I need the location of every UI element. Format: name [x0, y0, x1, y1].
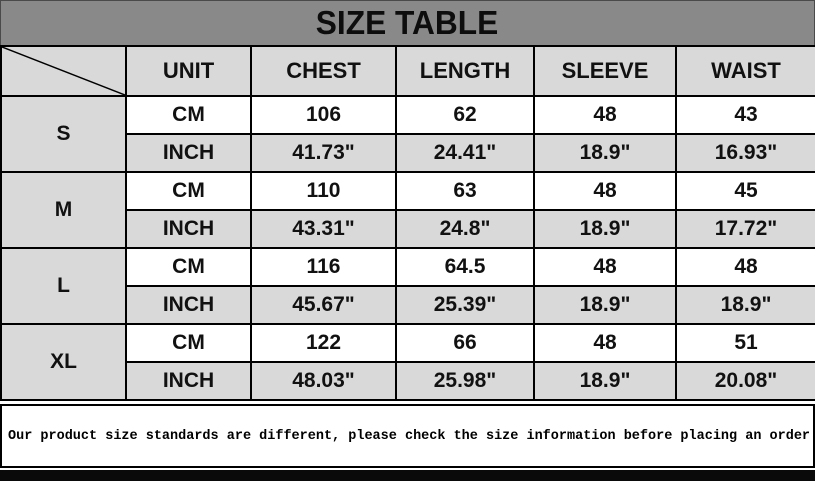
- size-table-title-bar: SIZE TABLE: [0, 0, 815, 45]
- table-cell: 116: [250, 247, 397, 287]
- header-cell-length: LENGTH: [395, 45, 535, 97]
- table-row-s-cm: S CM 106 62 48 43: [0, 95, 815, 173]
- unit-label: CM: [125, 95, 252, 135]
- size-label-s: S: [0, 95, 127, 173]
- table-cell: 18.9": [533, 209, 677, 249]
- header-cell-unit: UNIT: [125, 45, 252, 97]
- header-cell-chest: CHEST: [250, 45, 397, 97]
- table-row-xl-cm: XL CM 122 66 48 51: [0, 323, 815, 401]
- table-cell: 25.39": [395, 285, 535, 325]
- size-note-box: Our product size standards are different…: [0, 404, 815, 468]
- unit-label: INCH: [125, 361, 252, 401]
- header-cell-waist: WAIST: [675, 45, 815, 97]
- table-row-l-cm: L CM 116 64.5 48 48: [0, 247, 815, 325]
- table-cell: 16.93": [675, 133, 815, 173]
- unit-label: CM: [125, 247, 252, 287]
- bottom-black-bar: [0, 470, 815, 481]
- page-title: SIZE TABLE: [316, 4, 499, 41]
- table-row-m-cm: M CM 110 63 48 45: [0, 171, 815, 249]
- table-cell: 24.8": [395, 209, 535, 249]
- table-cell: 20.08": [675, 361, 815, 401]
- table-cell: 45.67": [250, 285, 397, 325]
- table-cell: 62: [395, 95, 535, 135]
- size-label-xl: XL: [0, 323, 127, 401]
- table-cell: 122: [250, 323, 397, 363]
- table-cell: 48: [533, 95, 677, 135]
- table-cell: 64.5: [395, 247, 535, 287]
- table-cell: 25.98": [395, 361, 535, 401]
- table-row-xl-inch: INCH 48.03" 25.98" 18.9" 20.08": [1, 361, 815, 401]
- table-cell: 18.9": [533, 133, 677, 173]
- size-table: UNIT CHEST LENGTH SLEEVE WAIST S CM 106 …: [0, 45, 815, 401]
- table-cell: 41.73": [250, 133, 397, 173]
- table-cell: 18.9": [675, 285, 815, 325]
- table-row-s-inch: INCH 41.73" 24.41" 18.9" 16.93": [1, 133, 815, 173]
- table-cell: 48.03": [250, 361, 397, 401]
- table-cell: 110: [250, 171, 397, 211]
- table-cell: 48: [675, 247, 815, 287]
- table-cell: 43.31": [250, 209, 397, 249]
- corner-diagonal-cell: [0, 45, 127, 97]
- table-cell: 17.72": [675, 209, 815, 249]
- table-cell: 45: [675, 171, 815, 211]
- table-cell: 48: [533, 247, 677, 287]
- unit-label: CM: [125, 171, 252, 211]
- table-cell: 48: [533, 171, 677, 211]
- size-label-m: M: [0, 171, 127, 249]
- size-label-l: L: [0, 247, 127, 325]
- table-row-l-inch: INCH 45.67" 25.39" 18.9" 18.9": [1, 285, 815, 325]
- table-cell: 63: [395, 171, 535, 211]
- size-note-text: Our product size standards are different…: [8, 428, 811, 444]
- table-cell: 51: [675, 323, 815, 363]
- unit-label: INCH: [125, 209, 252, 249]
- table-cell: 66: [395, 323, 535, 363]
- table-cell: 24.41": [395, 133, 535, 173]
- unit-label: INCH: [125, 285, 252, 325]
- table-cell: 18.9": [533, 361, 677, 401]
- table-cell: 18.9": [533, 285, 677, 325]
- header-cell-sleeve: SLEEVE: [533, 45, 677, 97]
- diagonal-line-icon: [2, 47, 125, 95]
- table-cell: 43: [675, 95, 815, 135]
- table-cell: 48: [533, 323, 677, 363]
- table-header-row: UNIT CHEST LENGTH SLEEVE WAIST: [0, 45, 815, 97]
- table-row-m-inch: INCH 43.31" 24.8" 18.9" 17.72": [1, 209, 815, 249]
- unit-label: INCH: [125, 133, 252, 173]
- table-cell: 106: [250, 95, 397, 135]
- unit-label: CM: [125, 323, 252, 363]
